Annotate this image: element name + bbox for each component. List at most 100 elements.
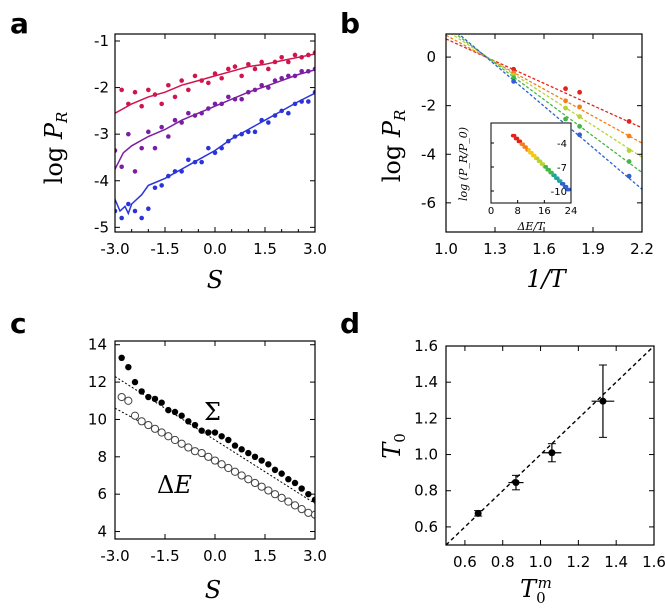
panel-a-ytick-label: -3: [94, 125, 109, 143]
panel-b-point-s4: [577, 123, 583, 129]
panel-a-point-bottom: [266, 120, 271, 125]
panel-a-ylabel: log PR: [40, 112, 71, 185]
panel-a-point-bottom: [206, 145, 211, 151]
panel-a-point-top: [266, 66, 271, 72]
panel-c-point-delta-e: [257, 482, 266, 491]
panel-b-xtick-label: 2.2: [630, 240, 654, 258]
panel-b-fit-line-s3: [450, 34, 642, 158]
panel-a-xtick-label: -1.5: [150, 240, 179, 258]
panel-a-point-top: [299, 54, 304, 60]
panel-c-point-sigma: [231, 442, 239, 449]
inset-ytick-label: -4: [557, 139, 567, 150]
panel-a-point-bottom: [219, 145, 224, 151]
panel-c-point-delta-e: [204, 452, 213, 461]
panel-a-point-top: [192, 73, 198, 79]
panel-c-point-delta-e: [304, 508, 313, 517]
panel-a-frame: [114, 33, 316, 233]
panel-a-point-bottom: [286, 110, 291, 116]
panel-a-point-middle: [299, 68, 304, 74]
panel-d-ytick-label: 0.6: [414, 518, 438, 536]
panel-a-xlabel: S: [207, 266, 223, 294]
panel-b-fit-line-s1: [446, 38, 642, 129]
panel-a-point-top: [132, 89, 138, 95]
panel-c-xtick-label: -3.0: [100, 547, 129, 565]
panel-c-point-delta-e: [170, 435, 180, 445]
panel-a-point-bottom: [126, 201, 131, 207]
panel-b-point-s3: [626, 148, 632, 154]
panel-b-xlabel: 1/T: [526, 265, 567, 293]
panel-d-ytick-label: 1.2: [414, 409, 438, 427]
inset-point: [527, 148, 531, 152]
panel-a-point-top: [159, 101, 164, 107]
panel-c-fit-line-sigma: [115, 376, 315, 504]
panel-b-fit-lines: [446, 34, 642, 190]
panel-c-ytick-label: 8: [97, 448, 107, 466]
panel-b-frame: [445, 33, 643, 233]
inset-frame: [490, 122, 572, 204]
panel-d-ytick-label: 1.4: [414, 373, 438, 391]
panel-d-diagonal: [445, 345, 655, 546]
panel-b-ylabel: log PR: [378, 110, 409, 183]
panel-a-point-top: [119, 87, 124, 93]
panel-c-point-sigma: [251, 453, 259, 461]
inset-point: [553, 173, 557, 178]
panel-c-point-sigma: [265, 461, 272, 468]
panel-c-point-sigma: [311, 496, 315, 503]
inset-xtick-label: 24: [565, 206, 578, 217]
panel-d-ytick-label: 1.0: [414, 446, 438, 464]
panel-c-point-delta-e: [277, 493, 286, 503]
panel-a-xtick-label: 1.5: [253, 240, 277, 258]
panel-c-xlabel: S: [205, 576, 221, 604]
inset-point: [547, 167, 551, 172]
panel-c-point-delta-e: [297, 505, 306, 514]
panel-c-point-sigma: [238, 446, 245, 453]
inset-point: [564, 184, 569, 189]
panel-a-point-middle: [206, 106, 211, 111]
panel-c-point-delta-e: [177, 439, 186, 448]
panel-c-xtick-label: 0.0: [203, 547, 227, 565]
panel-b-ytick-label: -6: [421, 194, 436, 212]
panel-a-point-top: [246, 61, 251, 67]
panel-a-point-bottom: [212, 150, 218, 156]
panel-d-ytick-label: 1.6: [414, 337, 438, 355]
panel-c-point-sigma: [211, 429, 219, 436]
panel-c-point-delta-e: [270, 490, 280, 499]
panel-a-point-bottom: [199, 159, 204, 165]
panel-c-point-sigma: [158, 399, 165, 406]
panel-b-point-s1: [577, 89, 583, 95]
panel-b-point-s2: [626, 133, 632, 139]
panel-c-frame: [114, 340, 316, 540]
panel-a-point-top: [146, 87, 151, 93]
panel-a-point-bottom: [306, 99, 311, 104]
panel-b-xtick-label: 1.9: [581, 240, 605, 258]
panel-b-point-s5: [511, 78, 517, 84]
panel-a-point-top: [199, 78, 204, 83]
panel-letter-c: c: [10, 307, 27, 340]
panel-a-point-middle: [252, 87, 258, 93]
inset-xlabel: ΔE/T: [516, 220, 546, 233]
panel-c-point-sigma: [198, 427, 205, 434]
panel-c-point-sigma: [165, 406, 172, 414]
panel-a-point-middle: [239, 96, 244, 102]
panel-c: -3.0 -1.5 0.0 1.5 3.0 14 12 10 8 6 4 Σ ΔE S: [88, 336, 327, 604]
panel-a-fit-lines: [115, 53, 315, 216]
panel-a-point-bottom: [159, 183, 164, 188]
panel-a-point-top: [152, 92, 158, 97]
panel-c-point-sigma: [171, 408, 179, 416]
panel-a-ytick-label: -1: [94, 32, 109, 50]
panel-a-point-top: [292, 52, 298, 58]
panel-d-points: [474, 364, 615, 517]
panel-c-xtick-label: -1.5: [150, 547, 179, 565]
panel-a-point-middle: [292, 73, 298, 79]
panel-a-point-middle: [306, 68, 311, 74]
panel-d-xtick-label: 1.2: [566, 553, 590, 571]
panel-a-point-middle: [186, 110, 191, 116]
panel-c-point-delta-e: [290, 501, 300, 510]
panel-a-point-bottom: [139, 215, 144, 221]
panel-c-point-sigma: [291, 479, 299, 487]
panel-b-inset: 0 8 16 24 -4 -7 -10 log (P_R/P_0) ΔE/T: [457, 122, 578, 233]
inset-point: [544, 165, 549, 169]
inset-point: [567, 187, 572, 192]
panel-c-point-sigma: [285, 476, 292, 483]
panel-c-point-delta-e: [284, 497, 293, 506]
